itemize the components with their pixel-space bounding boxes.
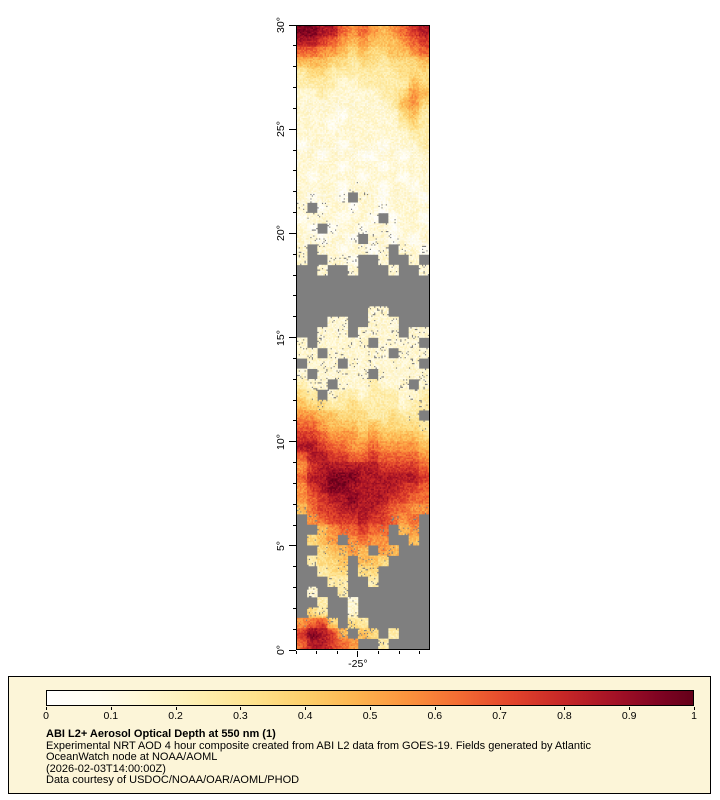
colorbar-tick	[629, 707, 631, 710]
y-axis-minor-tick	[293, 170, 296, 172]
colorbar-tick	[499, 707, 501, 710]
map-plot	[296, 25, 430, 650]
y-axis-tick-label: 10°	[275, 433, 287, 450]
y-axis-minor-tick	[293, 107, 296, 109]
aod-heatmap-canvas	[297, 26, 429, 649]
y-axis-tick-label: 15°	[275, 329, 287, 346]
y-axis-minor-tick	[293, 274, 296, 276]
y-axis-minor-tick	[293, 378, 296, 380]
colorbar	[46, 690, 694, 706]
y-axis-major-tick	[289, 24, 296, 26]
colorbar-tick	[175, 707, 177, 710]
y-axis-minor-tick	[293, 607, 296, 609]
legend-caption-line: (2026-02-03T14:00:00Z)	[46, 762, 166, 775]
x-axis-minor-tick	[398, 651, 400, 654]
y-axis-minor-tick	[293, 357, 296, 359]
colorbar-tick	[305, 707, 307, 710]
y-axis-major-tick	[289, 545, 296, 547]
colorbar-tick-label: 0.1	[103, 710, 119, 722]
colorbar-tick-label: 0.6	[427, 710, 443, 722]
x-axis-minor-tick	[377, 651, 379, 654]
legend-caption-line: OceanWatch node at NOAA/AOML	[46, 751, 218, 763]
colorbar-tick-label: 0	[43, 710, 49, 722]
x-axis-minor-tick	[336, 651, 338, 654]
legend-caption-line: Data courtesy of USDOC/NOAA/OAR/AOML/PHO…	[46, 774, 300, 786]
y-axis-minor-tick	[293, 524, 296, 526]
y-axis-minor-tick	[293, 191, 296, 193]
colorbar-tick	[46, 707, 47, 710]
colorbar-tick	[434, 707, 436, 710]
colorbar-tick	[370, 707, 371, 710]
x-axis-major-tick	[357, 651, 359, 657]
y-axis-minor-tick	[293, 462, 296, 463]
x-axis-minor-tick	[295, 651, 297, 654]
legend-panel: ABI L2+ Aerosol Optical Depth at 550 nm …	[8, 676, 711, 794]
y-axis-tick-label: 0°	[275, 644, 287, 656]
y-axis-major-tick	[289, 232, 296, 234]
y-axis-minor-tick	[293, 420, 296, 422]
x-axis-minor-tick	[419, 651, 421, 654]
y-axis-tick-label: 25°	[275, 121, 287, 138]
y-axis-minor-tick	[293, 212, 296, 213]
y-axis-minor-tick	[293, 399, 296, 401]
colorbar-tick-label: 0.4	[297, 710, 313, 722]
colorbar-tick-label: 0.9	[621, 710, 637, 722]
y-axis-tick-label: 30°	[275, 17, 287, 33]
y-axis-minor-tick	[293, 566, 296, 568]
y-axis-minor-tick	[293, 587, 296, 588]
y-axis-minor-tick	[293, 503, 296, 505]
y-axis-minor-tick	[293, 482, 296, 484]
y-axis-major-tick	[289, 128, 296, 130]
colorbar-tick-label: 0.3	[233, 710, 248, 722]
y-axis-minor-tick	[293, 253, 296, 255]
y-axis-minor-tick	[293, 316, 296, 318]
y-axis-minor-tick	[293, 149, 296, 151]
y-axis-tick-label: 5°	[275, 540, 287, 551]
colorbar-tick-label: 1	[691, 710, 697, 722]
y-axis-major-tick	[289, 649, 296, 651]
legend-caption: ABI L2+ Aerosol Optical Depth at 550 nm …	[46, 728, 591, 787]
y-axis-minor-tick	[293, 45, 296, 47]
y-axis-minor-tick	[293, 87, 296, 88]
y-axis-tick-label: 20°	[275, 225, 287, 242]
colorbar-tick-label: 0.8	[557, 710, 572, 722]
y-axis-minor-tick	[293, 295, 296, 297]
legend-title: ABI L2+ Aerosol Optical Depth at 550 nm …	[46, 728, 276, 740]
colorbar-tick-label: 0.7	[492, 710, 507, 722]
colorbar-tick	[694, 707, 695, 710]
y-axis-minor-tick	[293, 66, 296, 68]
y-axis-major-tick	[289, 441, 296, 443]
y-axis-minor-tick	[293, 628, 296, 630]
colorbar-tick	[240, 707, 242, 710]
colorbar-tick	[564, 707, 566, 710]
x-axis-minor-tick	[316, 651, 318, 654]
colorbar-tick-label: 0.2	[168, 710, 183, 722]
x-axis-tick-label: -25°	[348, 658, 368, 670]
colorbar-tick	[110, 707, 112, 710]
y-axis-major-tick	[289, 337, 296, 338]
legend-caption-line: Experimental NRT AOD 4 hour composite cr…	[46, 739, 591, 752]
colorbar-tick-label: 0.5	[362, 710, 378, 722]
